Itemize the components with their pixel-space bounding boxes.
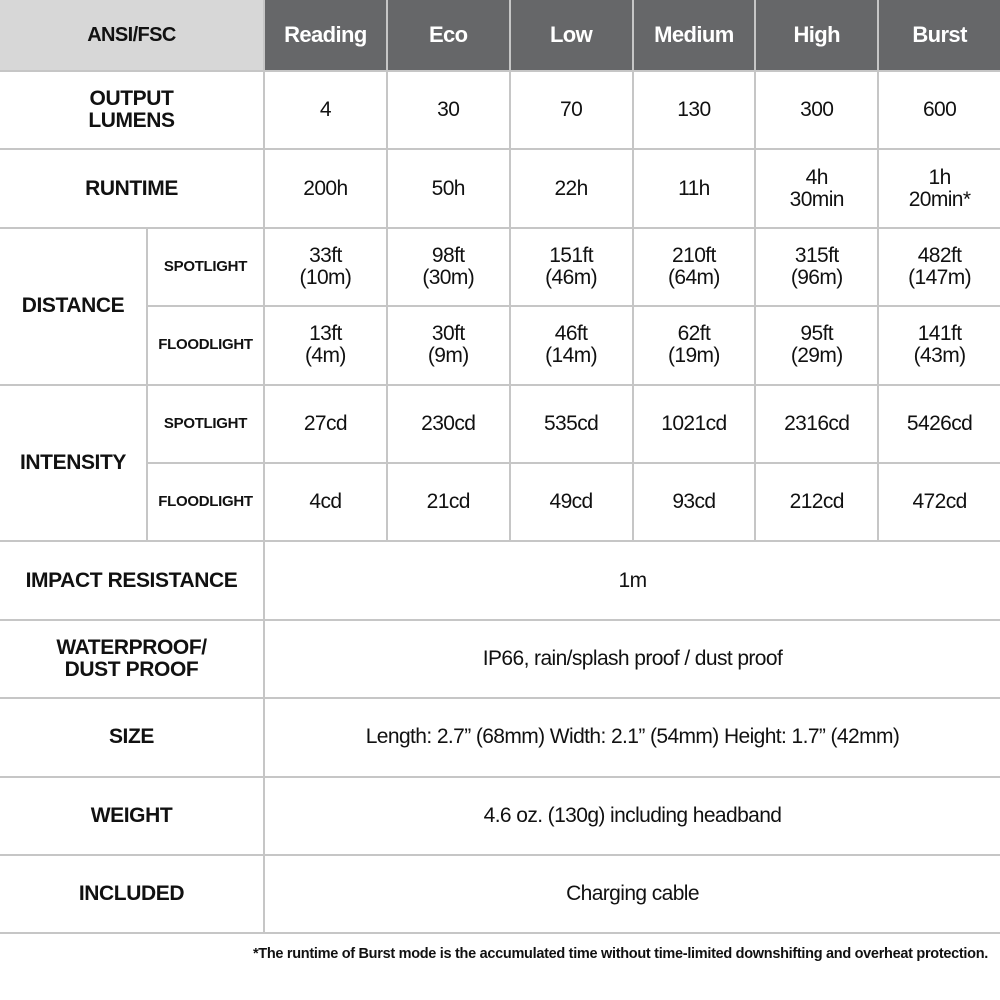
header-mode: High (756, 0, 878, 70)
header-mode: Low (510, 0, 632, 70)
intensity-flood-value: 21cd (387, 463, 509, 541)
runtime-value: 50h (387, 150, 509, 227)
distance-spot-value: 210ft (64m) (633, 228, 755, 306)
spec-value: 4.6 oz. (130g) including headband (265, 777, 1000, 854)
distance-spot-value: 315ft (96m) (756, 228, 878, 306)
spec-value: 1m (265, 542, 1000, 619)
intensity-flood-value: 4cd (265, 463, 386, 541)
distance-flood-value: 13ft (4m) (265, 307, 386, 384)
intensity-spot-value: 2316cd (756, 385, 878, 462)
row-label-runtime: RUNTIME (0, 150, 263, 227)
sub-label-distance-flood: FLOODLIGHT (148, 307, 263, 384)
distance-flood-value: 141ft (43m) (879, 307, 1000, 384)
runtime-value: 11h (633, 150, 755, 227)
runtime-value: 200h (265, 150, 386, 227)
distance-spot-value: 482ft (147m) (879, 228, 1000, 306)
row-label-distance: DISTANCE (0, 228, 146, 384)
row-label-spec: WATERPROOF/ DUST PROOF (0, 620, 263, 698)
distance-flood-value: 95ft (29m) (756, 307, 878, 384)
distance-spot-value: 151ft (46m) (510, 228, 632, 306)
row-label-spec: IMPACT RESISTANCE (0, 542, 263, 619)
runtime-value: 4h 30min (756, 150, 878, 227)
intensity-flood-value: 49cd (510, 463, 632, 541)
sub-label-intensity-spot: SPOTLIGHT (148, 385, 263, 462)
row-label-spec: SIZE (0, 699, 263, 776)
row-label-output: OUTPUT LUMENS (0, 72, 263, 149)
distance-flood-value: 30ft (9m) (387, 307, 509, 384)
output-value: 600 (879, 72, 1000, 149)
intensity-flood-value: 93cd (633, 463, 755, 541)
output-value: 30 (387, 72, 509, 149)
output-value: 4 (265, 72, 386, 149)
footnote: *The runtime of Burst mode is the accumu… (252, 946, 988, 963)
header-mode: Medium (633, 0, 755, 70)
sub-label-intensity-flood: FLOODLIGHT (148, 463, 263, 541)
intensity-spot-value: 27cd (265, 385, 386, 462)
distance-flood-value: 62ft (19m) (633, 307, 755, 384)
row-label-spec: INCLUDED (0, 855, 263, 933)
intensity-spot-value: 230cd (387, 385, 509, 462)
intensity-spot-value: 535cd (510, 385, 632, 462)
header-mode: Reading (265, 0, 386, 70)
runtime-value: 22h (510, 150, 632, 227)
spec-value: IP66, rain/splash proof / dust proof (265, 620, 1000, 698)
distance-flood-value: 46ft (14m) (510, 307, 632, 384)
spec-value: Length: 2.7” (68mm) Width: 2.1” (54mm) H… (265, 699, 1000, 776)
output-value: 130 (633, 72, 755, 149)
output-value: 70 (510, 72, 632, 149)
intensity-spot-value: 5426cd (879, 385, 1000, 462)
sub-label-distance-spot: SPOTLIGHT (148, 228, 263, 306)
header-mode: Eco (387, 0, 509, 70)
intensity-flood-value: 472cd (879, 463, 1000, 541)
runtime-value: 1h 20min* (879, 150, 1000, 227)
spec-table: ANSI/FSC Reading Eco Low Medium High Burst OUT… (0, 0, 1000, 935)
distance-spot-value: 33ft (10m) (265, 228, 386, 306)
spec-value: Charging cable (265, 855, 1000, 933)
intensity-flood-value: 212cd (756, 463, 878, 541)
header-ansi-fsc: ANSI/FSC (0, 0, 263, 70)
intensity-spot-value: 1021cd (633, 385, 755, 462)
distance-spot-value: 98ft (30m) (387, 228, 509, 306)
row-label-spec: WEIGHT (0, 777, 263, 854)
header-mode: Burst (879, 0, 1000, 70)
output-value: 300 (756, 72, 878, 149)
row-label-intensity: INTENSITY (0, 385, 146, 541)
